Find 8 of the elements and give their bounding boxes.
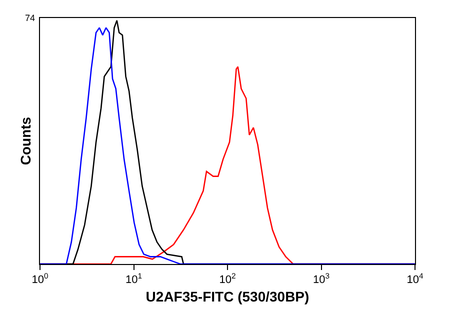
x-tick-label: 10$^{3}$ <box>312 272 330 286</box>
x-tick-label: 10$^{1}$ <box>125 272 142 286</box>
x-tick-label: 10$^{4}$ <box>406 272 424 286</box>
text: 74 <box>25 13 36 23</box>
x-tick-label: 10$^{2}$ <box>219 272 236 286</box>
x-tick-label: 10$^{0}$ <box>32 272 48 286</box>
x-axis-title: U2AF35-FITC (530/30BP) <box>146 288 310 304</box>
y-axis-title: Counts <box>18 116 34 166</box>
